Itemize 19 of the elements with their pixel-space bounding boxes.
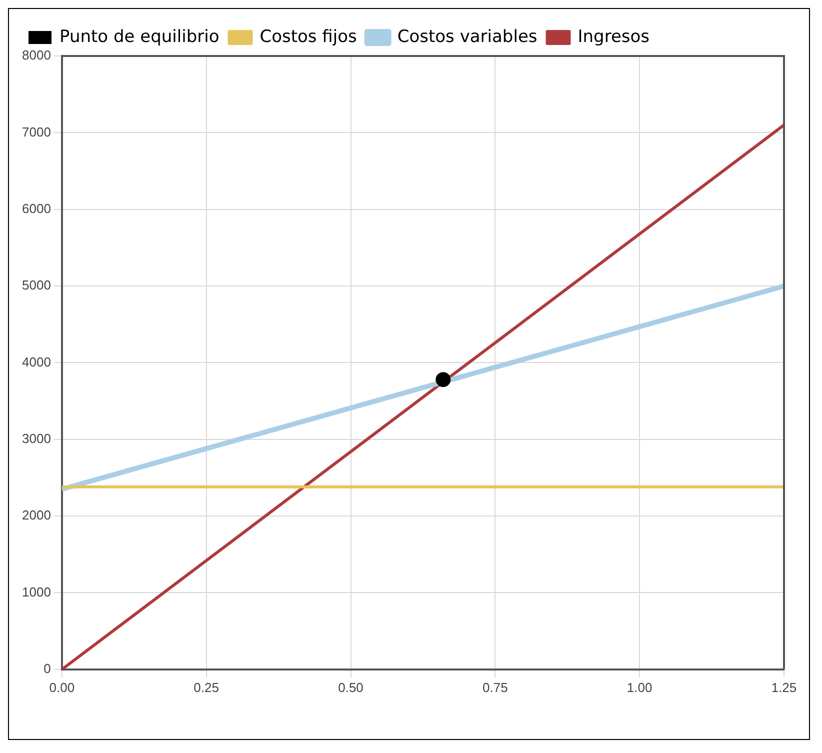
- x-tick-label: 0.50: [338, 680, 364, 695]
- y-tick-label: 1000: [22, 584, 51, 600]
- x-tick-label: 0.75: [482, 680, 508, 695]
- x-tick-label: 0.00: [49, 680, 75, 695]
- y-tick-label: 0: [44, 660, 51, 676]
- x-tick-label: 0.25: [194, 680, 219, 695]
- y-tick-label: 8000: [22, 48, 51, 63]
- y-tick-label: 3000: [22, 430, 51, 446]
- legend-label: Ingresos: [578, 26, 650, 47]
- y-tick-label: 4000: [22, 354, 51, 370]
- x-tick-label: 1.00: [626, 680, 652, 695]
- legend-label: Punto de equilibrio: [60, 26, 220, 47]
- legend-label: Costos variables: [397, 26, 538, 47]
- y-tick-label: 7000: [22, 124, 51, 140]
- y-tick-label: 6000: [22, 200, 51, 216]
- legend-label: Costos fijos: [260, 26, 358, 47]
- x-tick-label: 1.25: [771, 680, 797, 695]
- y-tick-label: 2000: [22, 508, 51, 523]
- y-tick-label: 5000: [22, 278, 51, 293]
